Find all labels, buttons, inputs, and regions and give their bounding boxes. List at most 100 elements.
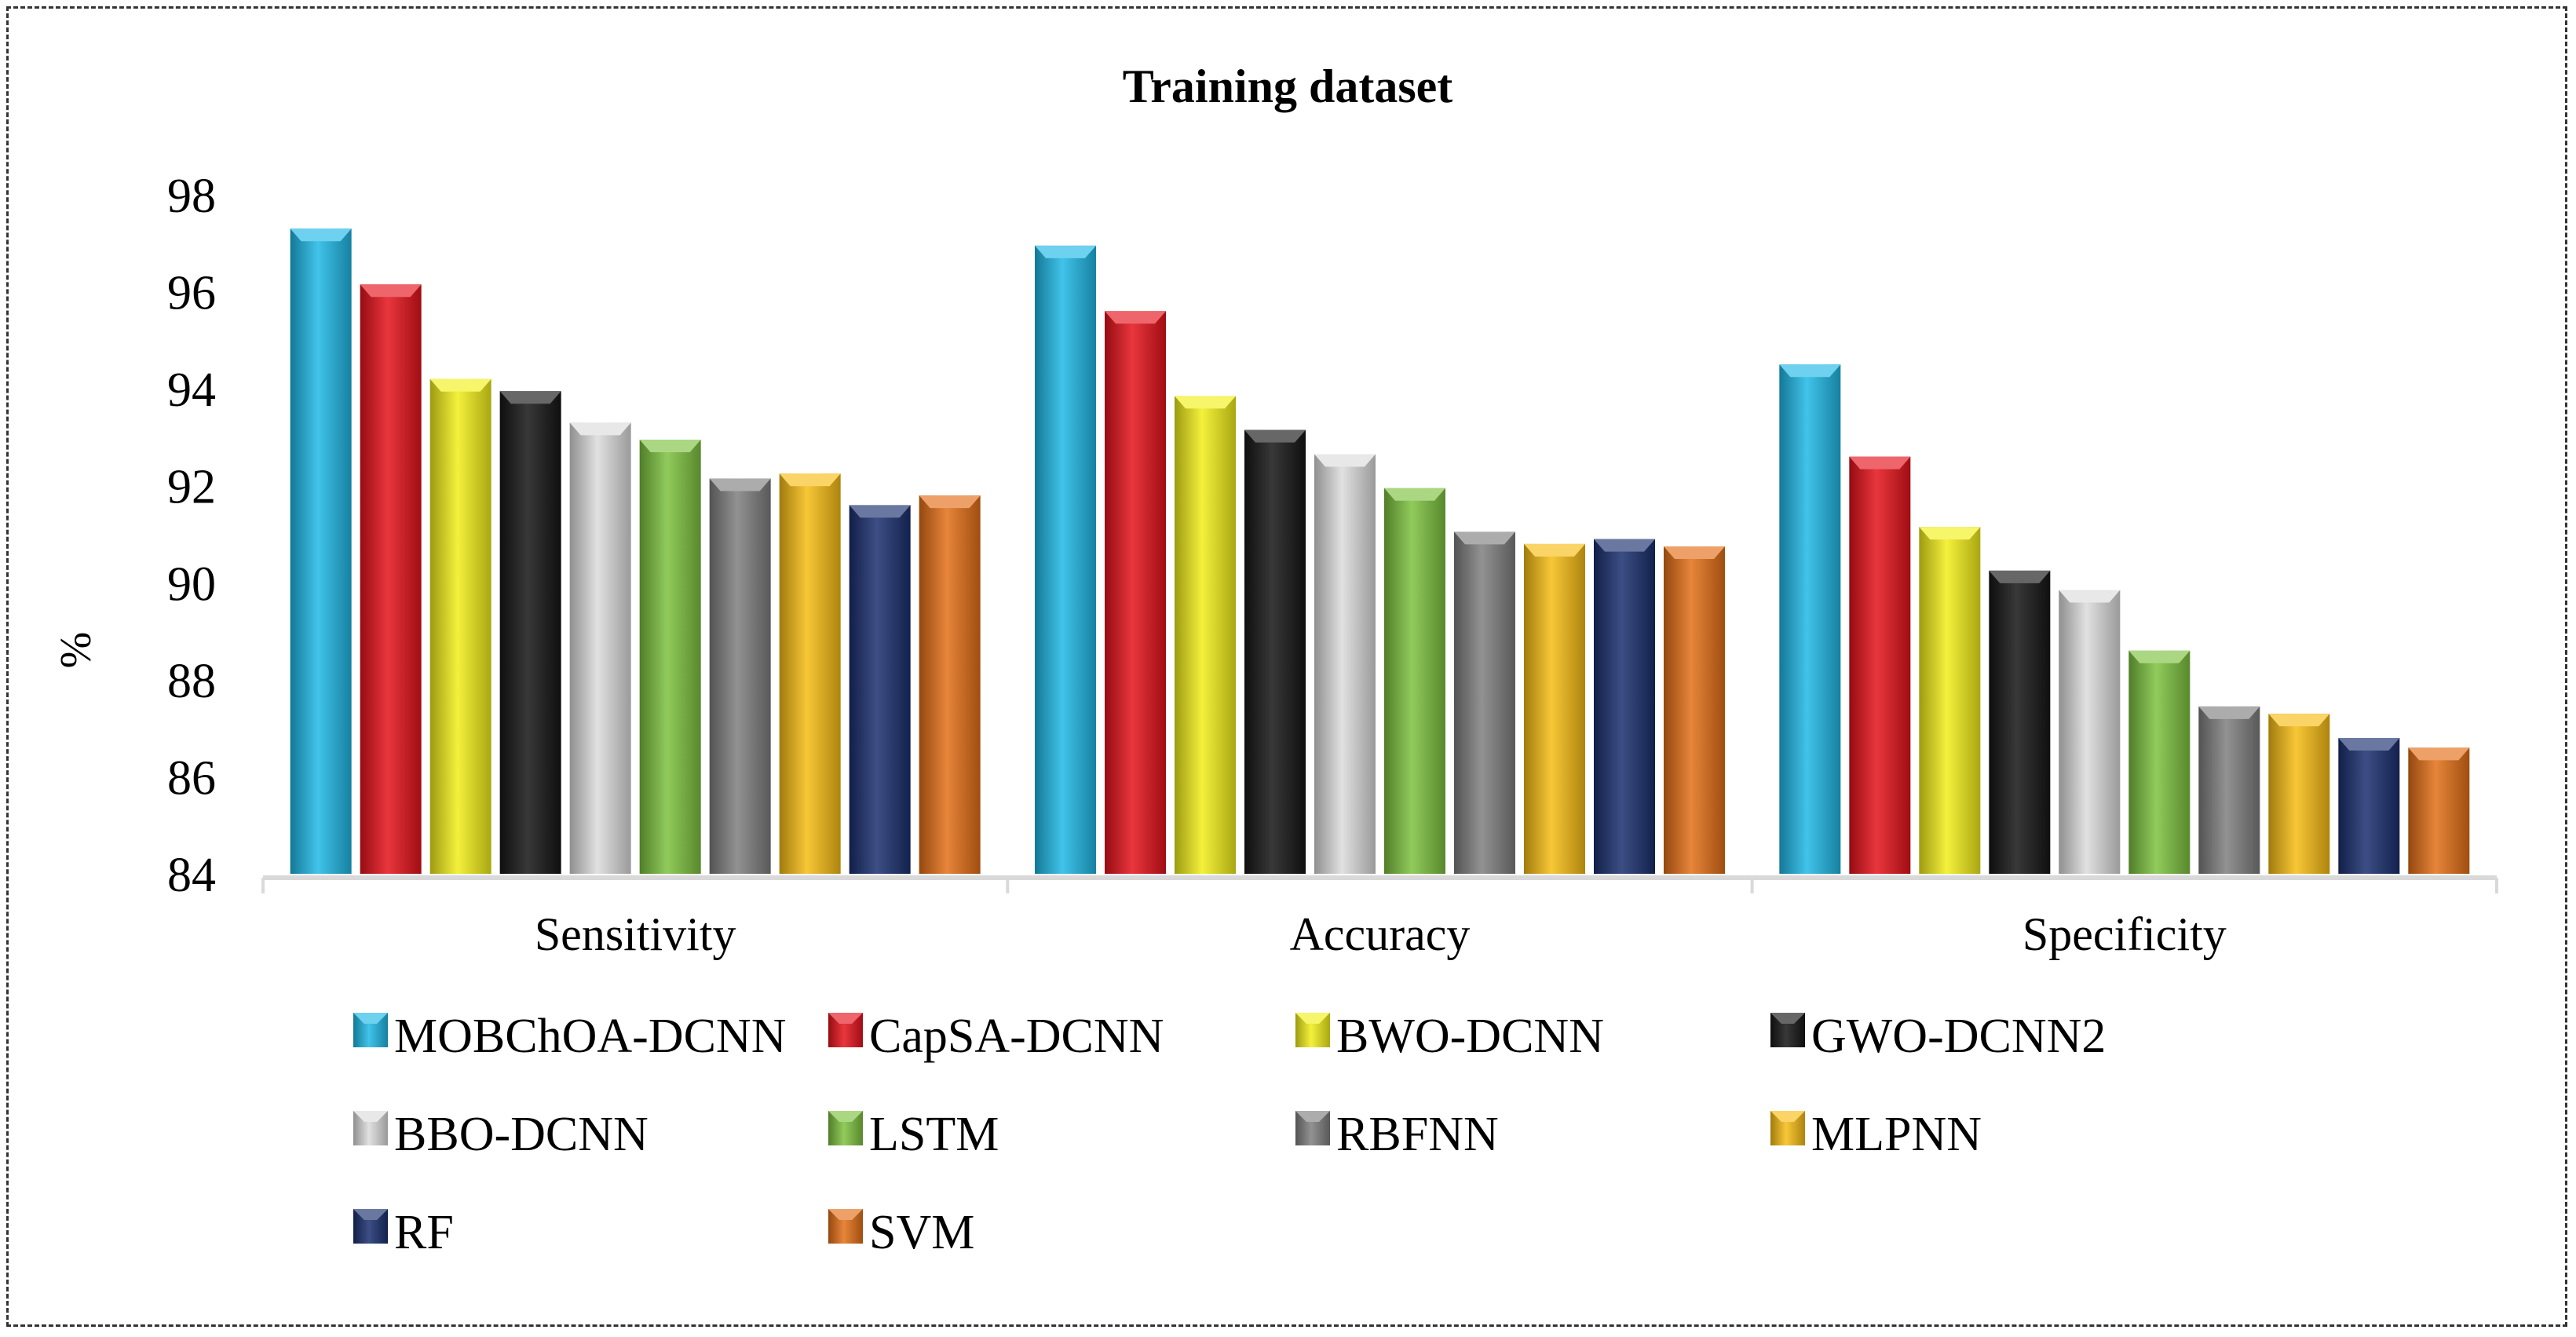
legend-swatch-cap [828, 1209, 863, 1220]
legend-swatch-cap [1770, 1111, 1805, 1122]
bar-cap-rbfnn-accuracy [1454, 532, 1515, 545]
bar-cap-gwo-dcnn2-specificity [1989, 570, 2051, 583]
legend-label: RBFNN [1336, 1108, 1499, 1161]
bar-mobchoa-dcnn-sensitivity [290, 228, 352, 874]
bar-cap-mobchoa-dcnn-specificity [1779, 364, 1841, 378]
y-tick-label: 98 [167, 170, 216, 223]
bar-svm-sensitivity [919, 495, 981, 874]
bar-mlpnn-specificity [2268, 714, 2330, 874]
bar-bbo-dcnn-sensitivity [569, 422, 631, 874]
legend-item-bwo-dcnn: BWO-DCNN [1295, 1010, 1604, 1063]
bar-cap-svm-accuracy [1664, 546, 1725, 559]
x-category-accuracy: Accuracy [1290, 908, 1471, 960]
bar-cap-lstm-accuracy [1384, 488, 1445, 501]
bar-cap-mobchoa-dcnn-sensitivity [290, 228, 352, 242]
legend-item-lstm: LSTM [828, 1108, 999, 1161]
legend-swatch-cap [828, 1013, 863, 1024]
bar-cap-bwo-dcnn-sensitivity [429, 378, 491, 392]
y-tick-label: 96 [167, 267, 216, 320]
bar-mobchoa-dcnn-accuracy [1035, 245, 1096, 874]
legend-swatch-cap [353, 1209, 388, 1220]
legend-swatch-cap [353, 1111, 388, 1122]
bar-cap-bwo-dcnn-specificity [1919, 527, 1981, 540]
legend-label: BWO-DCNN [1336, 1010, 1604, 1063]
bar-bwo-dcnn-sensitivity [429, 378, 491, 874]
y-tick-label: 86 [167, 751, 216, 805]
bar-gwo-dcnn2-specificity [1989, 570, 2051, 874]
legend-label: MLPNN [1811, 1108, 1982, 1161]
legend-swatch-cap [353, 1013, 388, 1024]
legend-swatch-cap [1770, 1013, 1805, 1024]
bar-bwo-dcnn-accuracy [1175, 396, 1236, 874]
bar-bbo-dcnn-accuracy [1314, 454, 1376, 874]
bar-cap-rf-specificity [2338, 738, 2400, 751]
bar-rbfnn-specificity [2198, 706, 2260, 874]
x-category-sensitivity: Sensitivity [535, 908, 736, 960]
bar-cap-gwo-dcnn2-accuracy [1244, 429, 1306, 443]
bar-cap-lstm-specificity [2128, 650, 2191, 663]
bar-rf-accuracy [1594, 539, 1655, 874]
legend-label: BBO-DCNN [394, 1108, 649, 1161]
chart-border [6, 6, 2567, 1327]
bar-gwo-dcnn2-sensitivity [499, 391, 561, 874]
legend-label: SVM [869, 1206, 974, 1259]
bar-cap-rf-accuracy [1594, 539, 1655, 552]
bar-svm-specificity [2408, 747, 2470, 874]
bar-cap-mlpnn-sensitivity [779, 473, 841, 487]
legend-label: RF [394, 1206, 454, 1259]
bar-capsa-dcnn-sensitivity [360, 284, 422, 874]
bar-rbfnn-sensitivity [709, 478, 771, 874]
bar-capsa-dcnn-specificity [1849, 456, 1911, 874]
legend-label: GWO-DCNN2 [1811, 1010, 2106, 1063]
legend-item-bbo-dcnn: BBO-DCNN [353, 1108, 649, 1161]
bar-cap-lstm-sensitivity [639, 440, 701, 453]
legend-item-rf: RF [353, 1206, 454, 1259]
bar-capsa-dcnn-accuracy [1105, 311, 1166, 874]
bar-cap-mobchoa-dcnn-accuracy [1035, 245, 1096, 258]
legend-item-svm: SVM [828, 1206, 974, 1259]
bars-group [290, 228, 2470, 874]
bar-cap-capsa-dcnn-specificity [1849, 456, 1911, 469]
bar-cap-bbo-dcnn-accuracy [1314, 454, 1376, 467]
bar-lstm-specificity [2128, 650, 2191, 874]
legend-swatch-cap [1295, 1111, 1330, 1122]
legend-item-rbfnn: RBFNN [1295, 1108, 1499, 1161]
legend-item-mlpnn: MLPNN [1770, 1108, 1982, 1161]
y-tick-label: 84 [167, 849, 216, 902]
y-tick-label: 88 [167, 655, 216, 708]
chart-title: Training dataset [1123, 60, 1453, 112]
legend-item-gwo-dcnn2: GWO-DCNN2 [1770, 1010, 2106, 1063]
bar-mobchoa-dcnn-specificity [1779, 364, 1841, 874]
legend-label: CapSA-DCNN [869, 1010, 1164, 1063]
bar-lstm-accuracy [1384, 488, 1445, 874]
bar-cap-bbo-dcnn-specificity [2059, 590, 2121, 603]
y-axis-label: % [52, 632, 100, 669]
bar-bwo-dcnn-specificity [1919, 527, 1981, 874]
bar-rbfnn-accuracy [1454, 532, 1515, 874]
y-tick-label: 90 [167, 557, 216, 611]
bar-cap-mlpnn-specificity [2268, 714, 2330, 727]
legend-item-capsa-dcnn: CapSA-DCNN [828, 1010, 1164, 1063]
bar-mlpnn-sensitivity [779, 473, 841, 874]
bar-cap-svm-specificity [2408, 747, 2470, 761]
bar-cap-rbfnn-sensitivity [709, 478, 771, 491]
y-tick-label: 92 [167, 461, 216, 514]
bar-rf-specificity [2338, 738, 2400, 874]
bar-lstm-sensitivity [639, 440, 701, 874]
bar-cap-capsa-dcnn-sensitivity [360, 284, 422, 298]
legend-item-mobchoa-dcnn: MOBChOA-DCNN [353, 1010, 786, 1063]
bar-cap-rf-sensitivity [849, 505, 911, 518]
x-category-specificity: Specificity [2022, 908, 2227, 960]
legend-swatch-cap [1295, 1013, 1330, 1024]
legend-swatch-cap [828, 1111, 863, 1122]
legend: MOBChOA-DCNN CapSA-DCNN BWO-DCNN GWO-DCNN2 B… [353, 1010, 2106, 1259]
legend-label: MOBChOA-DCNN [394, 1010, 786, 1063]
bar-cap-gwo-dcnn2-sensitivity [499, 391, 561, 404]
bar-cap-bwo-dcnn-accuracy [1175, 396, 1236, 409]
bar-cap-bbo-dcnn-sensitivity [569, 422, 631, 436]
bar-cap-svm-sensitivity [919, 495, 981, 509]
x-axis-categories: Sensitivity Accuracy Specificity [261, 878, 2498, 960]
bar-cap-capsa-dcnn-accuracy [1105, 311, 1166, 324]
bar-bbo-dcnn-specificity [2059, 590, 2121, 874]
